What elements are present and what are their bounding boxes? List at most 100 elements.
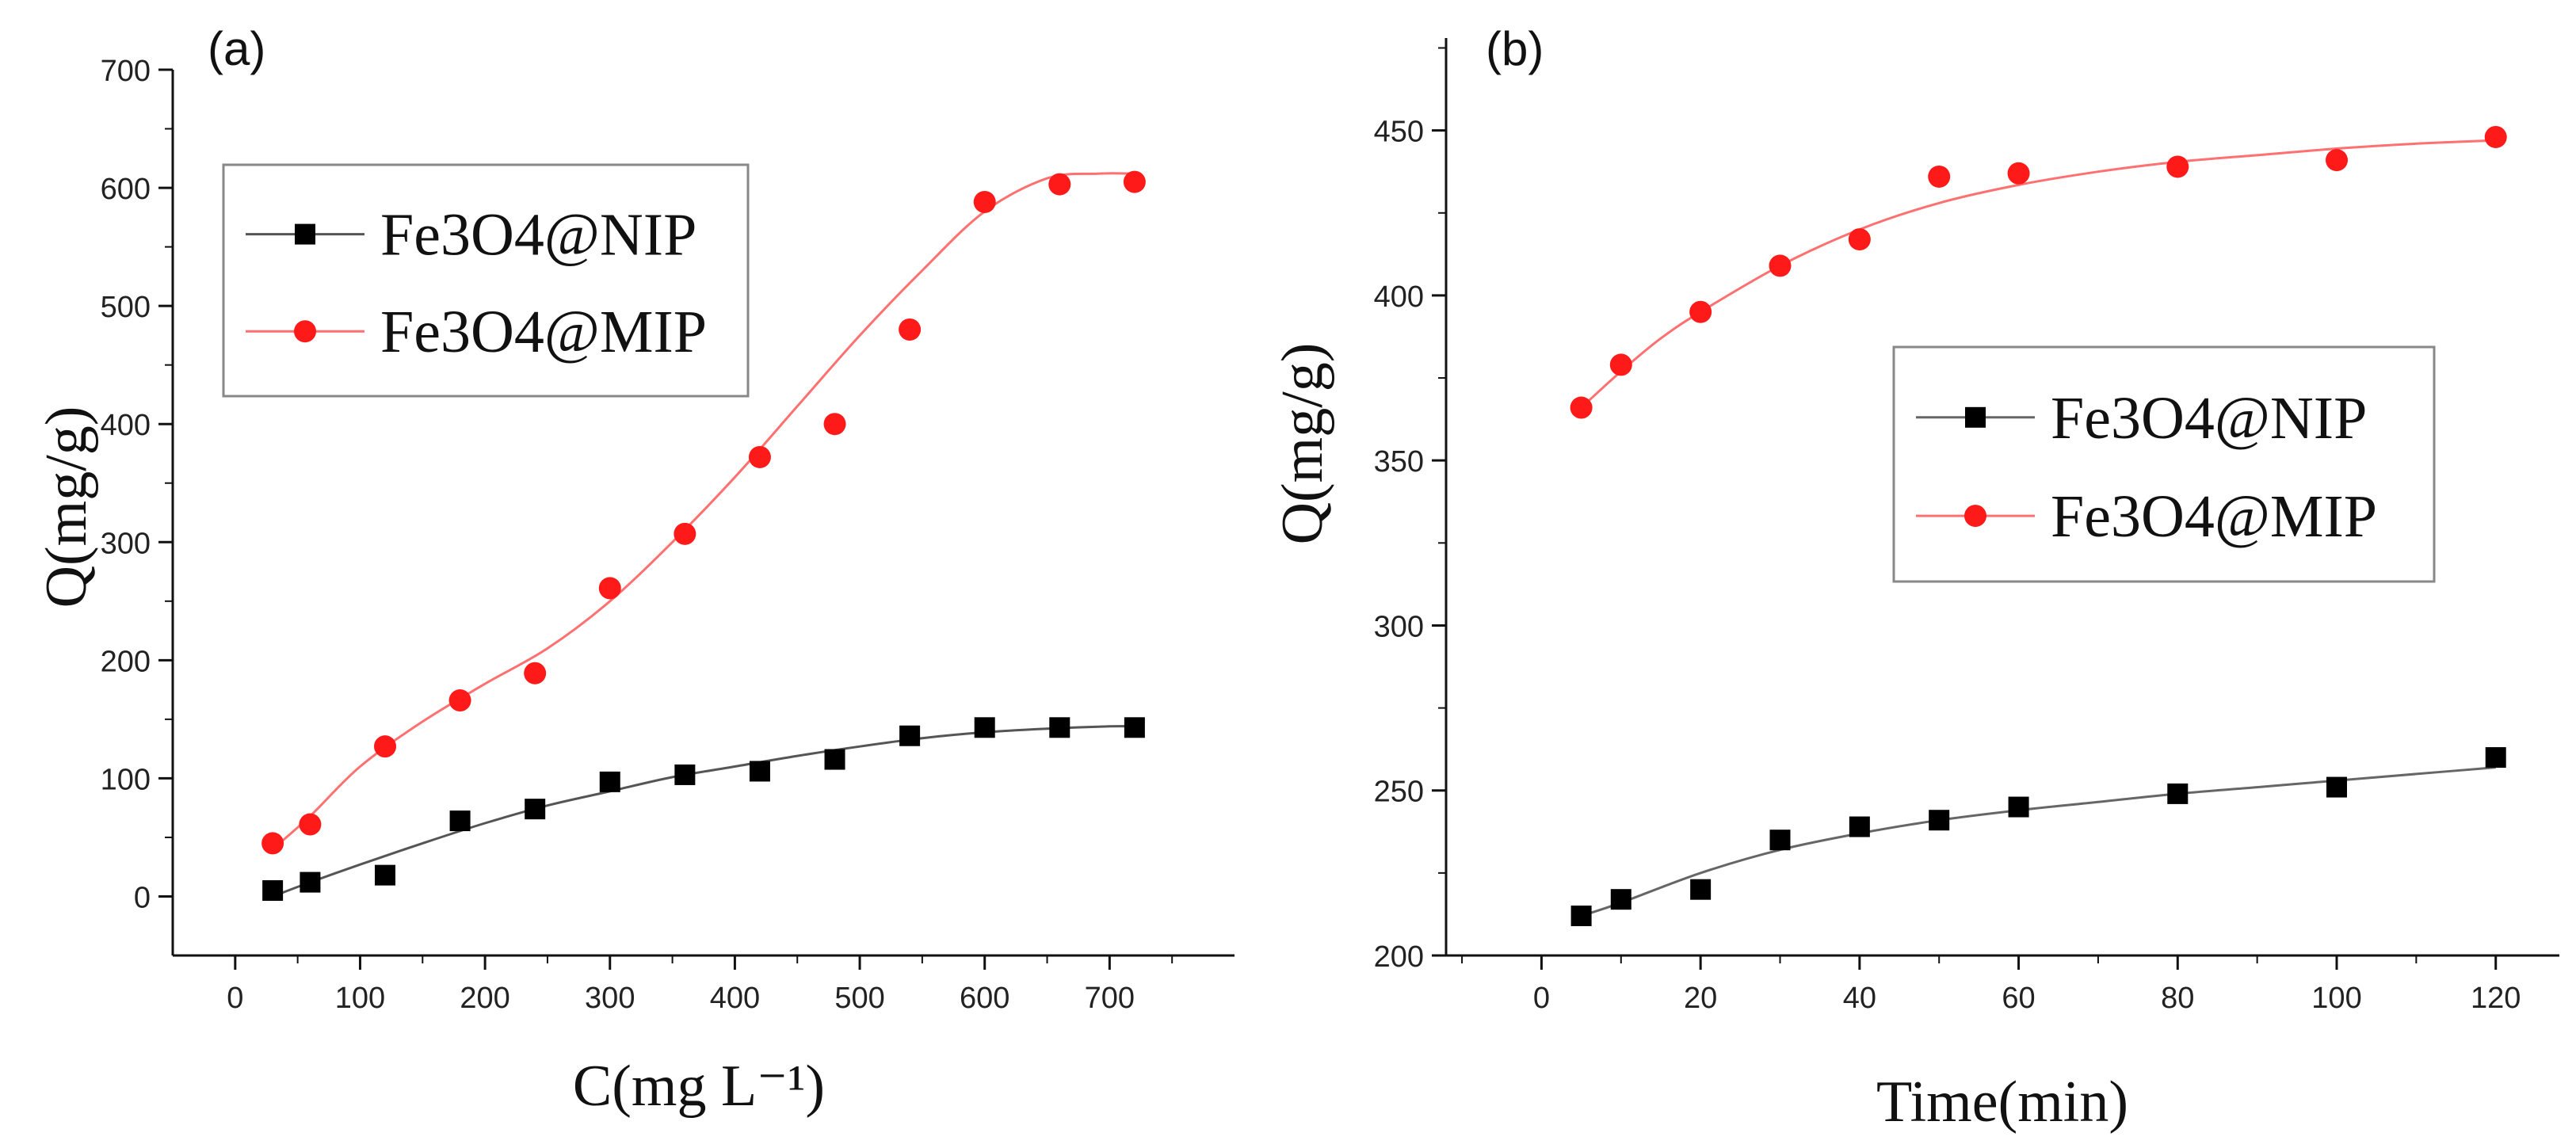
y-tick-label: 200 bbox=[1374, 940, 1424, 974]
legend-label-1: Fe3O4@MIP bbox=[2051, 483, 2377, 550]
data-point-series-1 bbox=[823, 413, 846, 436]
panel-label: (b) bbox=[1486, 22, 1544, 75]
panel-a-legend: Fe3O4@NIP Fe3O4@MIP bbox=[222, 163, 750, 398]
x-axis-title: C(mg L⁻¹) bbox=[573, 1054, 825, 1119]
data-point-series-1 bbox=[674, 522, 696, 545]
data-point-series-0 bbox=[525, 799, 546, 820]
data-point-series-0 bbox=[449, 810, 471, 832]
data-point-series-0 bbox=[2008, 796, 2029, 818]
x-tick-label: 60 bbox=[2002, 982, 2035, 1015]
y-tick-label: 300 bbox=[101, 527, 151, 560]
fit-line-series-0 bbox=[272, 725, 1135, 898]
y-tick-label: 400 bbox=[101, 409, 151, 442]
data-point-series-0 bbox=[1769, 830, 1791, 851]
data-point-series-0 bbox=[300, 871, 321, 893]
data-point-series-1 bbox=[1689, 300, 1712, 323]
data-point-series-1 bbox=[1123, 170, 1146, 193]
legend-label-0: Fe3O4@NIP bbox=[2051, 385, 2367, 452]
panel-a-data-points bbox=[261, 170, 1146, 902]
y-axis-title: Q(mg/g) bbox=[34, 406, 99, 608]
fit-line-series-1 bbox=[1580, 139, 2496, 409]
data-point-series-1 bbox=[299, 813, 322, 836]
panel-b: 0 20 40 60 80 100 120 200 250 300 350 400 450 (b) Time… bbox=[1270, 22, 2559, 1135]
data-point-series-0 bbox=[674, 764, 696, 785]
y-tick-label: 700 bbox=[101, 55, 151, 88]
x-tick-label: 500 bbox=[834, 982, 884, 1015]
panel-b-legend: Fe3O4@NIP Fe3O4@MIP bbox=[1892, 345, 2436, 583]
data-point-series-1 bbox=[2007, 162, 2030, 185]
data-point-series-0 bbox=[1610, 889, 1631, 910]
data-point-series-1 bbox=[261, 832, 284, 855]
y-tick-label: 600 bbox=[101, 173, 151, 206]
data-point-series-0 bbox=[1049, 717, 1070, 738]
x-tick-label: 300 bbox=[585, 982, 635, 1015]
data-point-series-0 bbox=[375, 864, 395, 886]
data-point-series-1 bbox=[374, 735, 396, 758]
panel-b-axes: 0 20 40 60 80 100 120 200 250 300 350 400 450 (b) Time… bbox=[1270, 22, 2559, 1135]
legend-label-1: Fe3O4@MIP bbox=[380, 299, 707, 365]
x-tick-label: 600 bbox=[960, 982, 1009, 1015]
x-axis-title: Time(min) bbox=[1876, 1070, 2128, 1135]
x-tick-label: 20 bbox=[1684, 982, 1717, 1015]
legend-marker-1 bbox=[294, 320, 316, 343]
x-tick-label: 0 bbox=[1533, 982, 1550, 1015]
data-point-series-0 bbox=[1124, 717, 1145, 738]
legend-marker-0 bbox=[1965, 406, 1986, 428]
panel-a-axes: 0 100 200 300 400 500 600 700 0 100 200 300 400 500 60… bbox=[34, 22, 1235, 1119]
data-point-series-1 bbox=[2326, 149, 2348, 172]
data-point-series-1 bbox=[1848, 228, 1871, 251]
x-tick-label: 100 bbox=[2311, 982, 2361, 1015]
panel-label: (a) bbox=[208, 22, 265, 75]
data-point-series-0 bbox=[2167, 783, 2189, 804]
panel-a: 0 100 200 300 400 500 600 700 0 100 200 300 400 500 60… bbox=[34, 22, 1235, 1119]
legend-label-0: Fe3O4@NIP bbox=[380, 202, 696, 269]
y-tick-label: 250 bbox=[1374, 776, 1424, 809]
data-point-series-1 bbox=[524, 662, 547, 685]
data-point-series-0 bbox=[824, 749, 845, 770]
data-point-series-0 bbox=[262, 880, 284, 902]
data-point-series-1 bbox=[2166, 155, 2189, 178]
data-point-series-0 bbox=[899, 725, 921, 746]
data-point-series-1 bbox=[973, 190, 996, 213]
data-point-series-1 bbox=[1570, 396, 1593, 419]
data-point-series-0 bbox=[1690, 879, 1712, 900]
y-tick-label: 500 bbox=[101, 291, 151, 324]
data-point-series-0 bbox=[599, 771, 620, 792]
data-point-series-0 bbox=[2326, 776, 2347, 798]
x-tick-label: 200 bbox=[460, 982, 509, 1015]
y-tick-label: 350 bbox=[1374, 445, 1424, 479]
data-point-series-0 bbox=[2485, 747, 2506, 769]
legend-marker-0 bbox=[295, 223, 315, 245]
legend-marker-1 bbox=[1964, 505, 1986, 528]
data-point-series-1 bbox=[1769, 254, 1792, 277]
data-point-series-0 bbox=[974, 717, 995, 738]
y-tick-label: 450 bbox=[1374, 116, 1424, 149]
data-point-series-0 bbox=[1570, 906, 1592, 927]
data-point-series-1 bbox=[2484, 125, 2507, 148]
fit-line-series-0 bbox=[1581, 766, 2496, 917]
y-tick-label: 100 bbox=[101, 763, 151, 796]
data-point-series-0 bbox=[1849, 816, 1870, 837]
fit-line-series-1 bbox=[272, 172, 1135, 850]
y-tick-label: 200 bbox=[101, 645, 151, 678]
y-tick-label: 300 bbox=[1374, 610, 1424, 643]
legend-box bbox=[1892, 345, 2436, 583]
x-tick-label: 40 bbox=[1843, 982, 1876, 1015]
y-axis-title: Q(mg/g) bbox=[1270, 343, 1335, 545]
y-tick-label: 400 bbox=[1374, 280, 1424, 314]
data-point-series-1 bbox=[598, 577, 621, 600]
x-tick-label: 120 bbox=[2471, 982, 2521, 1015]
y-tick-label: 0 bbox=[134, 881, 151, 914]
data-point-series-1 bbox=[1609, 353, 1632, 376]
x-tick-label: 0 bbox=[227, 982, 243, 1015]
x-tick-label: 80 bbox=[2161, 982, 2194, 1015]
data-point-series-1 bbox=[1928, 165, 1951, 188]
x-tick-label: 400 bbox=[710, 982, 760, 1015]
x-tick-label: 100 bbox=[335, 982, 385, 1015]
data-point-series-0 bbox=[749, 761, 770, 782]
data-point-series-1 bbox=[748, 445, 771, 468]
data-point-series-1 bbox=[448, 689, 471, 712]
data-point-series-0 bbox=[1929, 810, 1950, 831]
panel-b-data-points bbox=[1570, 125, 2507, 927]
